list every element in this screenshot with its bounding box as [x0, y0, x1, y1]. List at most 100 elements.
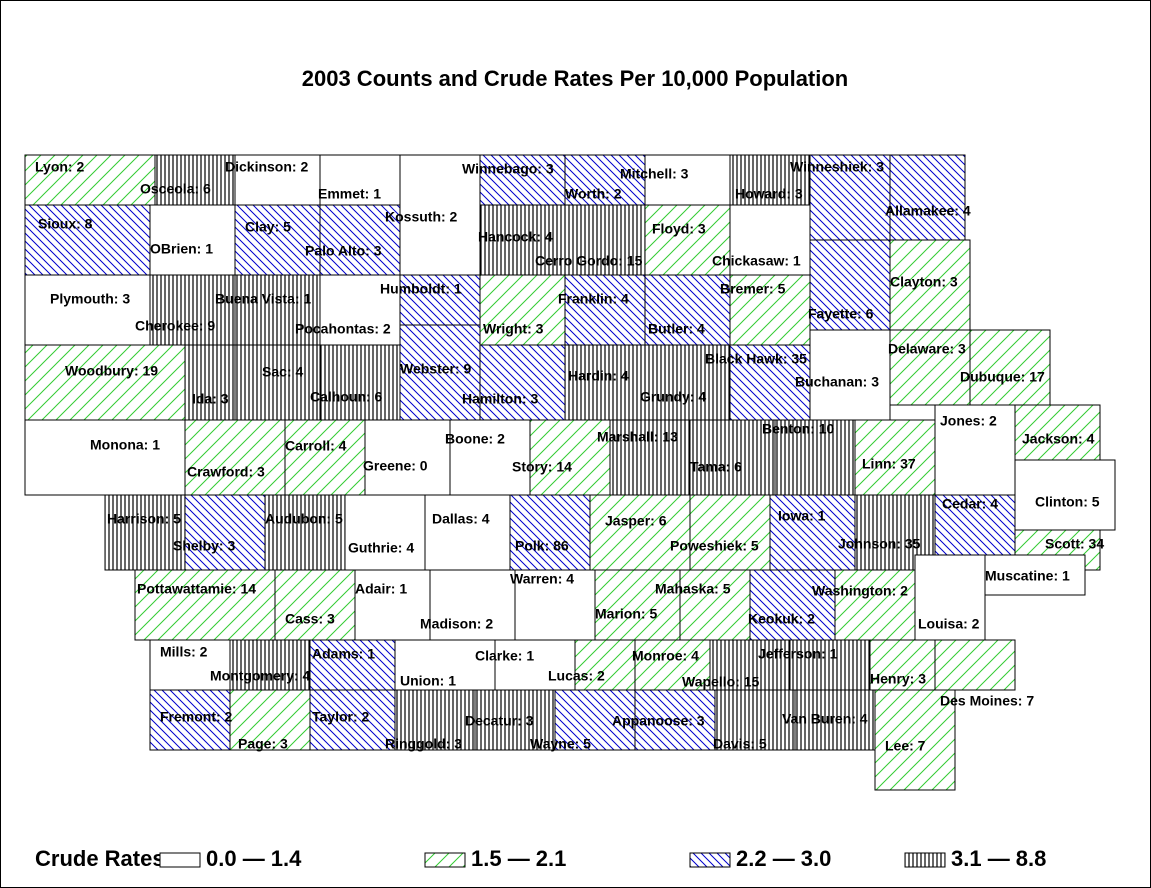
- county-area: [714, 689, 796, 751]
- county-label: Story: 14: [512, 459, 572, 475]
- county-label: Scott: 34: [1045, 536, 1104, 552]
- county-label: Mahaska: 5: [655, 581, 731, 597]
- county-area: [184, 419, 286, 496]
- county-label: Crawford: 3: [187, 464, 265, 480]
- county-area: [344, 494, 426, 571]
- county-label: Clayton: 3: [890, 274, 958, 290]
- county-label: Mills: 2: [160, 644, 208, 660]
- county-area: [679, 569, 751, 641]
- county-label: Cedar: 4: [942, 496, 998, 512]
- county-area: [154, 154, 236, 206]
- county-label: Davis: 5: [713, 736, 767, 752]
- legend: 0.0 — 1.4 1.5 — 2.1 2.2 — 3.0 3.1 — 8.8: [159, 846, 1046, 871]
- subtitle: 2003 Counts and Crude Rates Per 10,000 P…: [302, 66, 849, 91]
- county-area: [794, 689, 876, 751]
- county-area: [479, 344, 566, 421]
- county-label: Calhoun: 6: [310, 389, 383, 405]
- county-label: Allamakee: 4: [885, 203, 971, 219]
- county-area: [319, 344, 401, 421]
- county-label: Floyd: 3: [652, 221, 706, 237]
- county-label: Clay: 5: [245, 219, 291, 235]
- county-label: Mitchell: 3: [620, 166, 689, 182]
- county-label: Linn: 37: [862, 456, 916, 472]
- county-label: Jasper: 6: [605, 513, 667, 529]
- county-label: Polk: 86: [515, 538, 569, 554]
- county-area: [934, 639, 1016, 691]
- county-label: Hardin: 4: [568, 368, 629, 384]
- county-label: Osceola: 6: [140, 181, 211, 197]
- county-label: Clinton: 5: [1035, 494, 1100, 510]
- legend-label: 2.2 — 3.0: [736, 846, 831, 871]
- county-area: [479, 274, 566, 346]
- county-label: Lee: 7: [885, 738, 926, 754]
- county-area: [914, 554, 986, 641]
- county-area: [184, 494, 266, 571]
- county-area: [264, 494, 346, 571]
- county-label: Ida: 3: [192, 391, 229, 407]
- county-label: Cherokee: 9: [135, 318, 215, 334]
- county-label: Appanoose: 3: [612, 713, 705, 729]
- county-label: Lucas: 2: [548, 668, 605, 684]
- county-area: [554, 689, 636, 751]
- county-area: [229, 639, 311, 691]
- county-labels: Lyon: 2 Osceola: 6 Dickinson: 2 Emmet: 1Kos…: [35, 159, 1104, 754]
- county-area: [424, 494, 511, 571]
- county-area: [234, 204, 321, 276]
- legend-swatch: [159, 852, 201, 868]
- county-label: Boone: 2: [445, 431, 505, 447]
- legend-label: 3.1 — 8.8: [951, 846, 1046, 871]
- legend-swatch: [424, 852, 466, 868]
- county-label: Fremont: 2: [160, 709, 233, 725]
- county-area: [749, 569, 836, 641]
- county-label: Pocahontas: 2: [295, 321, 391, 337]
- legend-label: 0.0 — 1.4: [206, 846, 302, 871]
- county-area: [399, 274, 481, 326]
- county-area: [564, 204, 646, 276]
- county-label: Butler: 4: [648, 321, 705, 337]
- county-area: [309, 639, 396, 691]
- county-label: Black Hawk: 35: [705, 351, 807, 367]
- county-label: Tama: 6: [690, 459, 742, 475]
- county-area: [149, 204, 236, 276]
- county-area: [689, 494, 771, 571]
- legend-title: Crude Rates: [35, 846, 165, 871]
- county-area: [24, 204, 151, 276]
- county-label: Jackson: 4: [1022, 431, 1095, 447]
- county-label: Taylor: 2: [312, 709, 370, 725]
- county-label: Adams: 1: [312, 646, 375, 662]
- county-area: [479, 204, 566, 276]
- county-label: Cass: 3: [285, 611, 335, 627]
- county-area: [364, 419, 451, 496]
- county-area: [494, 639, 576, 691]
- county-area: [984, 554, 1086, 596]
- county-label: Buena Vista: 1: [215, 291, 311, 307]
- county-label: Harrison: 5: [107, 511, 181, 527]
- county-area: [709, 639, 791, 691]
- county-area: [319, 154, 401, 206]
- county-label: Warren: 4: [510, 571, 574, 587]
- county-area: [729, 274, 811, 346]
- county-area: [229, 689, 311, 751]
- legend-swatch: [904, 852, 946, 868]
- county-area: [644, 344, 731, 421]
- county-area: [969, 329, 1051, 406]
- county-label: Pottawattamie: 14: [137, 581, 256, 597]
- county-label: Webster: 9: [400, 361, 472, 377]
- county-label: Keokuk: 2: [748, 611, 815, 627]
- county-area: [394, 639, 496, 691]
- county-label: Wapello: 15: [682, 674, 759, 690]
- county-label: Sioux: 8: [38, 216, 93, 232]
- county-label: Sac: 4: [262, 364, 303, 380]
- legend-label: 1.5 — 2.1: [471, 846, 566, 871]
- county-area: [589, 494, 691, 571]
- county-area: [644, 154, 731, 206]
- county-label: Marshall: 13: [597, 429, 678, 445]
- county-label: Dubuque: 17: [960, 369, 1045, 385]
- county-label: OBrien: 1: [150, 241, 213, 257]
- county-label: Winneshiek: 3: [790, 159, 884, 175]
- county-area: [729, 344, 811, 421]
- county-label: Wright: 3: [483, 321, 544, 337]
- county-label: Adair: 1: [355, 581, 407, 597]
- county-label: Page: 3: [238, 736, 288, 752]
- county-label: Ringgold: 3: [385, 736, 462, 752]
